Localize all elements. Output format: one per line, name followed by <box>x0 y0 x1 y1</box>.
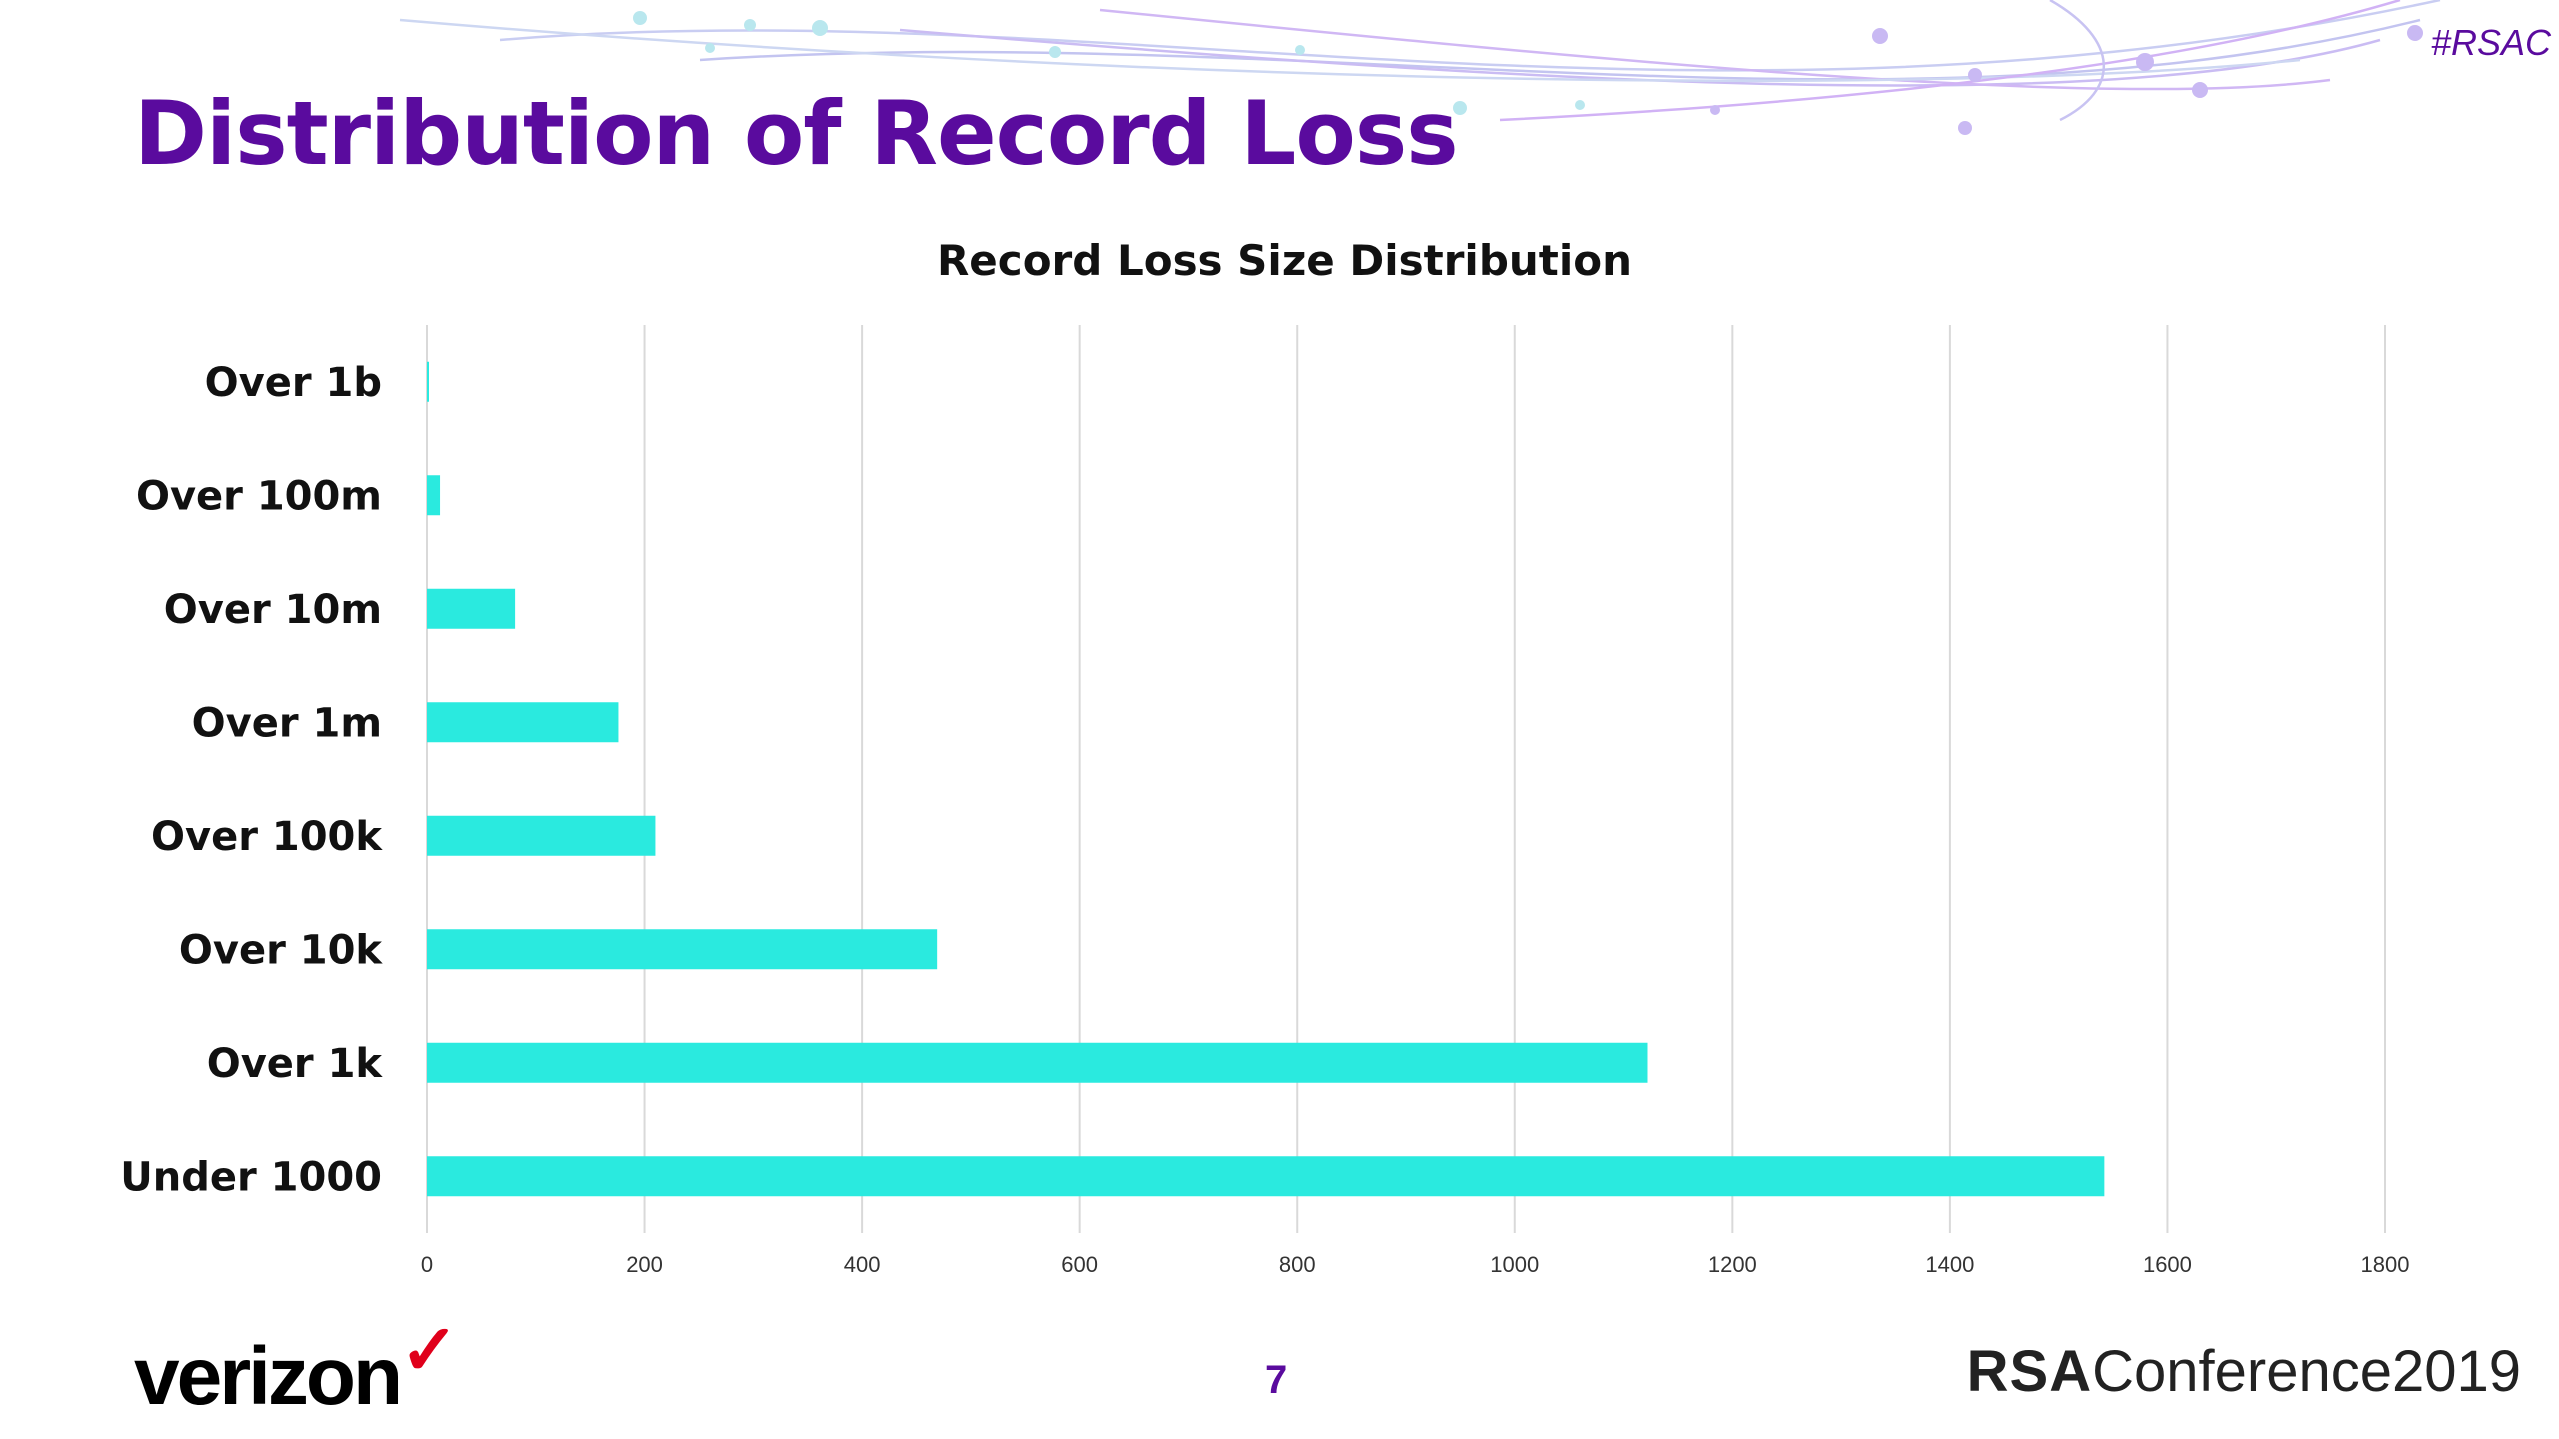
page-number: 7 <box>1265 1358 1288 1402</box>
x-tick-label: 1000 <box>1490 1252 1539 1277</box>
bar <box>427 929 938 970</box>
y-category-label: Over 10m <box>164 587 382 633</box>
y-category-label: Under 1000 <box>120 1154 382 1200</box>
x-tick-label: 400 <box>844 1252 881 1277</box>
chart-title: Record Loss Size Distribution <box>936 236 1633 285</box>
checkmark-icon: ✓ <box>400 1311 459 1389</box>
x-tick-label: 0 <box>421 1252 433 1277</box>
bar <box>427 588 516 629</box>
y-category-label: Over 100k <box>151 814 383 860</box>
hashtag-label: #RSAC <box>2430 22 2551 63</box>
verizon-logo: verizon✓ <box>134 1311 459 1424</box>
x-tick-label: 1200 <box>1708 1252 1757 1277</box>
y-category-label: Over 1b <box>205 360 382 406</box>
y-category-label: Over 1m <box>192 700 382 746</box>
x-tick-label: 1400 <box>1925 1252 1974 1277</box>
x-tick-label: 800 <box>1279 1252 1316 1277</box>
bar <box>427 815 656 856</box>
rsa-logo-text: Conference2019 <box>2092 1339 2521 1404</box>
rsa-conference-logo: RSAConference2019 <box>1967 1338 2521 1405</box>
bar <box>427 1156 2105 1197</box>
y-category-label: Over 1k <box>207 1041 384 1087</box>
y-category-label: Over 10k <box>179 927 384 973</box>
decorative-network-lines <box>399 0 2441 135</box>
x-tick-label: 200 <box>626 1252 663 1277</box>
y-category-label: Over 100m <box>136 473 382 519</box>
bar <box>427 361 429 402</box>
rsa-logo-bold: RSA <box>1966 1339 2093 1404</box>
bar <box>427 1042 1648 1083</box>
x-tick-label: 1800 <box>2361 1252 2410 1277</box>
x-tick-label: 1600 <box>2143 1252 2192 1277</box>
x-tick-label: 600 <box>1061 1252 1098 1277</box>
slide-title: Distribution of Record Loss <box>134 82 1459 185</box>
bar <box>427 475 441 516</box>
bar <box>427 702 619 743</box>
verizon-logo-text: verizon <box>134 1331 403 1422</box>
